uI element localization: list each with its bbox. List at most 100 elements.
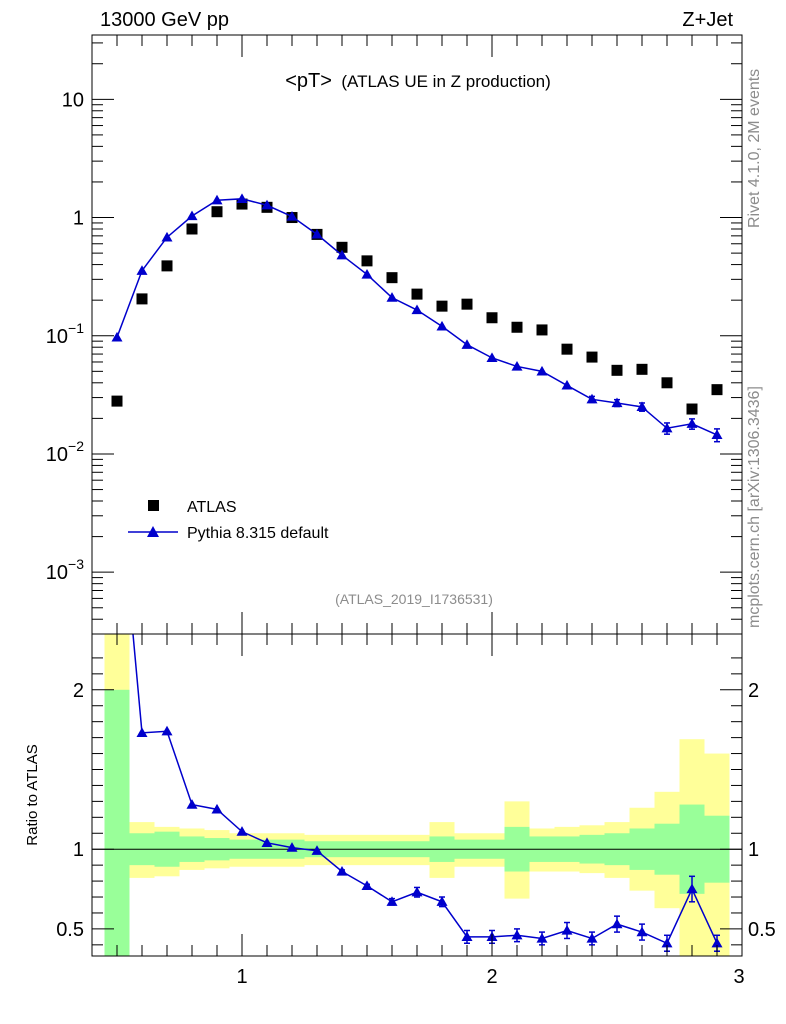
main-frame [91,34,743,635]
ratio-pythia-point [586,932,598,943]
atlas-point [511,321,523,333]
pythia-point [361,268,373,279]
pythia-point [136,265,148,275]
ratio-xtick-label: 3 [733,966,744,988]
ratio-pythia-point [261,837,273,847]
atlas-point [136,293,148,305]
ratio-pythia-point [436,896,448,906]
atlas-point [586,351,598,363]
pythia-point [611,397,623,408]
atlas-point [536,324,548,336]
atlas-point [361,255,373,267]
ratio-pythia-point [161,725,173,736]
legend-pythia-label: Pythia 8.315 default [187,525,329,542]
atlas-point [686,403,698,415]
ratio-pythia-point [561,924,573,935]
watermark-label: (ATLAS_2019_I1736531) [335,591,493,607]
atlas-point [611,364,623,376]
main-ytick-label: 1 [73,208,84,230]
pythia-point [561,379,573,390]
main-title-main: <pT> [285,70,332,92]
ratio-pythia-point [186,799,198,809]
ratio-pythia-point [511,929,523,940]
ratio-pythia-point [411,886,423,897]
pythia-point [261,199,273,210]
main-ytick-exponent: −2 [68,438,84,454]
ratio-panel: 0.5 0.5 1 1 2 2 1 2 3 Ratio to ATLAS [24,453,776,988]
ratio-ytick-label-left: 0.5 [56,919,84,941]
main-ytick-mantissa: 10 [46,326,68,348]
ratio-ytick-label-left: 1 [73,839,84,861]
rivet-label: Rivet 4.1.0, 2M events [746,69,763,228]
header-left-label: 13000 GeV pp [100,9,229,31]
pythia-point [586,393,598,404]
pythia-point [536,365,548,376]
ratio-pythia-point [611,918,623,929]
pythia-point [486,352,498,362]
main-ytick-exponent: −1 [68,320,84,336]
ratio-ytick-label-right: 2 [748,680,759,702]
atlas-point [486,312,498,324]
main-ytick-mantissa: 10 [46,562,68,584]
main-title: <pT> (ATLAS UE in Z production) [285,70,551,92]
ratio-pythia-point [311,845,323,855]
ratio-pythia-point [112,453,123,463]
pythia-point [186,210,198,221]
atlas-point [211,206,223,218]
ratio-marks [92,453,742,956]
atlas-point [186,223,198,235]
ratio-pythia-point [661,937,673,948]
ratio-ytick-label-right: 1 [748,839,759,861]
main-ytick-label: 10−3 [46,556,84,584]
pythia-point [411,304,423,315]
pythia-point [661,422,673,433]
ratio-pythia-point [686,883,698,894]
ratio-pythia-point [536,932,548,943]
ratio-pythia-point [636,926,648,937]
main-ytick-mantissa: 10 [62,89,84,111]
atlas-point [111,395,123,407]
legend: ATLAS Pythia 8.315 default [128,499,329,542]
pythia-point [336,249,348,260]
main-ytick-mantissa: 1 [73,208,84,230]
ratio-xtick-label: 2 [486,966,497,988]
ratio-ylabel: Ratio to ATLAS [24,744,41,845]
main-ytick-label: 10 [62,89,84,111]
pythia-point [511,360,523,371]
pythia-point [111,331,123,342]
atlas-point [436,300,448,312]
main-title-sub: (ATLAS UE in Z production) [341,72,550,91]
atlas-point [336,241,348,253]
atlas-point [661,377,673,389]
pythia-point [236,193,248,203]
header-right-label: Z+Jet [682,9,733,31]
pythia-point [211,194,223,205]
ratio-pythia-point [461,931,473,941]
ratio-pythia-point [386,896,398,906]
main-ytick-exponent: −3 [68,556,84,572]
pythia-point [311,228,323,239]
main-marks [111,193,723,443]
ratio-pythia-point [211,803,223,814]
pythia-point [461,339,473,349]
mcplots-label: mcplots.cern.ch [arXiv:1306.3436] [746,386,763,628]
ratio-pythia-point [136,727,148,737]
ratio-pythia-point [236,826,248,836]
ratio-band-inner [104,689,130,956]
main-ytick-label: 10−2 [46,438,84,466]
atlas-point [236,198,248,210]
ratio-ytick-label-left: 2 [73,680,84,702]
pythia-point [286,211,298,221]
pythia-line [116,198,718,436]
main-ytick-mantissa: 10 [46,444,68,466]
ratio-pythia-point [286,842,298,852]
atlas-point [711,384,723,396]
ratio-xtick-label: 1 [236,966,247,988]
atlas-point [411,288,423,300]
legend-pythia-marker [147,526,159,537]
ratio-pythia-point [361,880,373,890]
pythia-point [686,418,698,428]
atlas-point [561,343,573,355]
main-ytick-label: 10−1 [46,320,84,348]
